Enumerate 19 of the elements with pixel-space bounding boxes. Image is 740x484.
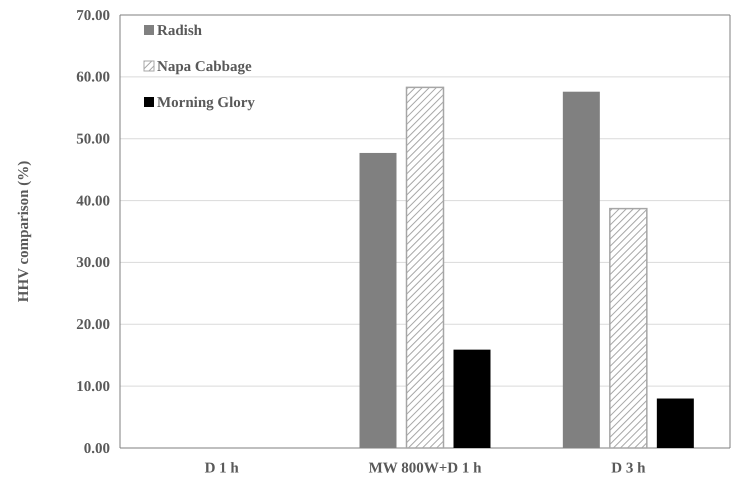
bar (406, 86, 444, 449)
y-tick-label: 30.00 (76, 255, 110, 272)
y-tick-label: 70.00 (76, 8, 110, 24)
x-tick-label: MW 800W+D 1 h (368, 460, 482, 477)
x-tick-label: D 3 h (611, 460, 646, 477)
x-tick-label: D 1 h (204, 460, 240, 477)
bar (454, 350, 490, 448)
y-tick-label: 60.00 (76, 70, 110, 86)
legend-label: Radish (157, 23, 203, 39)
legend-label: Napa Cabbage (157, 59, 252, 75)
y-tick-label: 50.00 (76, 132, 110, 148)
y-axis-title: HHV comparison (%) (16, 160, 32, 302)
bar (609, 208, 648, 449)
bar (656, 398, 694, 448)
y-tick-label: 20.00 (76, 317, 110, 334)
legend-label: Morning Glory (157, 95, 256, 111)
y-tick-label: 40.00 (76, 193, 110, 210)
y-tick-label: 10.00 (76, 378, 110, 395)
y-tick-label: 0.00 (84, 440, 110, 457)
